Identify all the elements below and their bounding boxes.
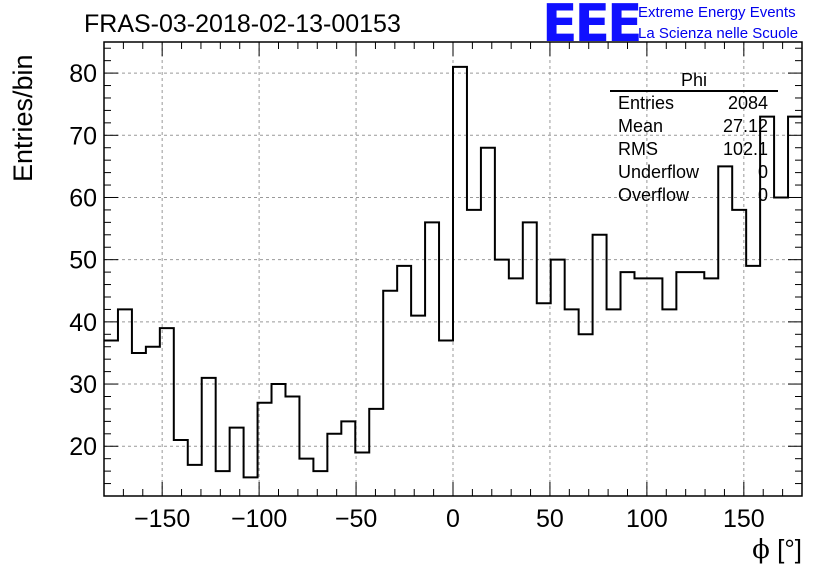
- y-tick-label: 40: [69, 309, 97, 337]
- stats-value: 102.1: [722, 139, 768, 159]
- stats-value: 0: [757, 162, 768, 182]
- y-axis-label: Entries/bin: [8, 54, 38, 182]
- stats-row-underflow: Underflow 0: [610, 161, 778, 184]
- logo-line-2: La Scienza nelle Scuole: [638, 25, 799, 42]
- stats-row-overflow: Overflow 0: [610, 184, 778, 207]
- stats-value: 0: [757, 185, 768, 205]
- stats-label: Mean: [618, 116, 664, 136]
- x-tick-label: −150: [134, 505, 190, 533]
- x-tick-label: −50: [335, 505, 377, 533]
- x-axis-unit: [°]: [777, 534, 802, 564]
- x-axis-label: ϕ [°]: [752, 534, 802, 565]
- x-tick-label: 100: [626, 505, 668, 533]
- stats-label: Entries: [618, 93, 675, 113]
- x-tick-label: 0: [446, 505, 460, 533]
- y-tick-label: 20: [69, 433, 97, 461]
- x-tick-label: 150: [723, 505, 765, 533]
- stats-row-entries: Entries 2084: [610, 92, 778, 115]
- stats-label: Overflow: [618, 185, 690, 205]
- stats-value: 27.12: [722, 116, 768, 136]
- y-tick-label: 80: [69, 60, 97, 88]
- x-tick-label: −100: [231, 505, 287, 533]
- x-axis-symbol: ϕ: [752, 535, 770, 565]
- y-tick-label: 70: [69, 122, 97, 150]
- chart-title: FRAS-03-2018-02-13-00153: [84, 10, 401, 38]
- stats-label: Underflow: [618, 162, 700, 182]
- y-tick-label: 60: [69, 184, 97, 212]
- logo-line-1: Extreme Energy Events: [638, 4, 796, 21]
- stats-box: Phi Entries 2084 Mean 27.12 RMS 102.1 Un…: [610, 68, 778, 207]
- stats-value: 2084: [727, 93, 768, 113]
- plot-frame: [103, 41, 803, 497]
- stats-label: RMS: [618, 139, 658, 159]
- stats-row-rms: RMS 102.1: [610, 138, 778, 161]
- y-tick-label: 30: [69, 371, 97, 399]
- x-tick-label: 50: [536, 505, 564, 533]
- y-tick-label: 50: [69, 247, 97, 275]
- stats-row-mean: Mean 27.12: [610, 115, 778, 138]
- histogram-line: [104, 65, 802, 479]
- eee-logo: EEE: [542, 0, 643, 54]
- stats-title: Phi: [610, 68, 778, 92]
